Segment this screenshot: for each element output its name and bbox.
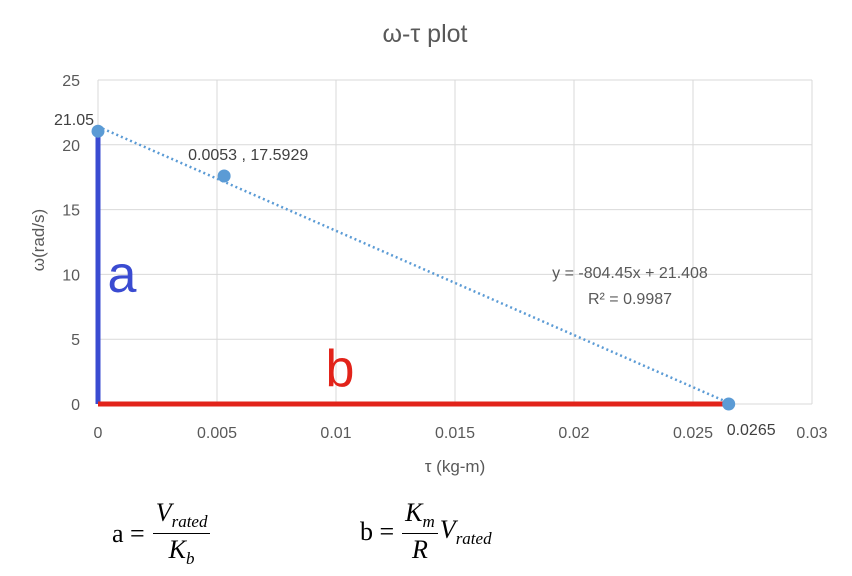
trendline (97, 125, 732, 406)
y-axis-label: ω(rad/s) (29, 209, 48, 271)
y-tick-label: 5 (71, 332, 80, 349)
formula-b-trail-main: V (439, 514, 456, 544)
formula-b-den-main: R (412, 535, 428, 565)
formula-b-denominator: R (412, 534, 428, 565)
point-label: 21.05 (54, 112, 94, 129)
data-point (217, 169, 231, 183)
y-tick-label: 0 (71, 397, 80, 414)
formula-b-fraction: Km R (402, 498, 438, 565)
x-axis-label: τ (kg-m) (425, 457, 486, 476)
formula-a-denominator: Kb (169, 534, 195, 569)
annotation-lines: ab (95, 131, 729, 407)
trendline-r-squared: R² = 0.9987 (588, 291, 672, 308)
point-labels: 21.05 0.0053 , 17.5929 0.0265 (54, 112, 776, 439)
formula-a-den-sub: b (186, 549, 195, 569)
y-tick-label: 20 (62, 138, 80, 155)
formula-b: b = Km R Vrated (360, 498, 492, 565)
x-tick-label: 0.03 (796, 425, 827, 442)
gridlines (97, 79, 813, 405)
x-tick-label: 0.015 (435, 425, 475, 442)
y-tick-label: 25 (62, 73, 80, 90)
y-tick-label: 15 (62, 203, 80, 220)
annotation-label-b: b (326, 340, 355, 398)
point-label: 0.0053 , 17.5929 (188, 147, 308, 164)
formula-a: a = Vrated Kb (112, 498, 211, 569)
x-tick-label: 0.02 (558, 425, 589, 442)
formula-a-numerator: Vrated (152, 498, 211, 535)
formula-b-lhs: b = (360, 516, 395, 546)
x-tick-label: 0.01 (320, 425, 351, 442)
y-tick-label: 10 (62, 267, 80, 284)
formula-a-fraction: Vrated Kb (152, 498, 211, 569)
formula-a-lhs: a = (112, 518, 145, 548)
point-label: 0.0265 (727, 422, 776, 439)
formula-b-num-main: K (405, 498, 423, 527)
data-point (91, 124, 105, 138)
data-point (722, 397, 736, 411)
chart-svg: ω-τ plot 0 0.005 0.01 0.015 0.02 0.025 0.03 0 5… (29, 20, 828, 476)
formula-a-num-sub: rated (171, 512, 208, 532)
x-tick-label: 0 (94, 425, 103, 442)
formula-b-numerator: Km (402, 498, 438, 535)
formula-a-num-main: V (155, 498, 172, 527)
trendline-equation: y = -804.45x + 21.408 (552, 265, 708, 282)
x-tick-labels: 0 0.005 0.01 0.015 0.02 0.025 0.03 (94, 425, 828, 442)
chart-title: ω-τ plot (383, 20, 468, 48)
formula-b-trail: Vrated (440, 515, 492, 549)
annotation-label-a: a (108, 246, 137, 304)
y-tick-labels: 0 5 10 15 20 25 (62, 73, 80, 414)
formula-a-den-main: K (168, 535, 187, 565)
x-tick-label: 0.005 (197, 425, 237, 442)
data-points (91, 124, 736, 411)
formula-b-num-sub: m (422, 512, 435, 532)
formula-b-trail-sub: rated (455, 528, 492, 548)
x-tick-label: 0.025 (673, 425, 713, 442)
